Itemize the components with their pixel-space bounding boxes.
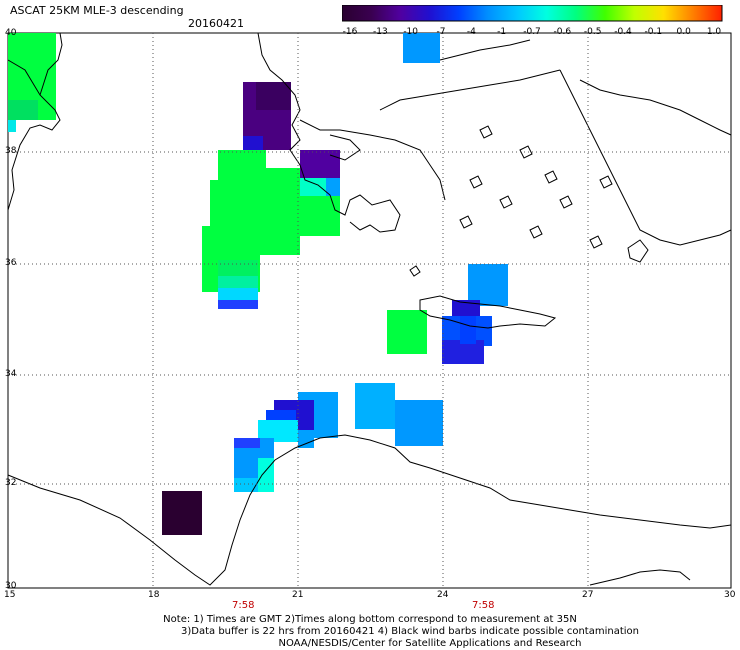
coastline xyxy=(7,32,732,586)
note-line-2: 3)Data buffer is 22 hrs from 20160421 4)… xyxy=(181,626,639,637)
legend-tick-label: -0.4 xyxy=(614,27,632,37)
color-legend: -16 -13 -10 -7 -4 -1 -0.7 -0.6 -0.5 -0.4 -0.1 0.0 1.… xyxy=(341,4,732,43)
note-line-1: Note: 1) Times are GMT 2)Times along bot… xyxy=(163,614,577,625)
legend-tick-label: 0.0 xyxy=(677,27,692,37)
legend-tick-label: -1 xyxy=(497,27,506,37)
lat-label-40: 40 xyxy=(5,28,17,38)
lon-label-24: 24 xyxy=(437,590,449,600)
legend-tick-label: -0.6 xyxy=(554,27,572,37)
lon-label-27: 27 xyxy=(582,590,594,600)
lat-label-30: 30 xyxy=(5,581,17,591)
legend-tick-label: -7 xyxy=(437,27,446,37)
legend-tick-label: -16 xyxy=(343,27,358,37)
note-line-3: NOAA/NESDIS/Center for Satellite Applica… xyxy=(278,638,582,649)
lon-label-15: 15 xyxy=(4,590,16,600)
legend-tick-label: -10 xyxy=(403,27,418,37)
lat-label-36: 36 xyxy=(5,258,17,268)
lat-label-34: 34 xyxy=(5,369,17,379)
legend-tick-label: -4 xyxy=(467,27,476,37)
lon-label-18: 18 xyxy=(148,590,160,600)
legend-tick-label: -13 xyxy=(373,27,388,37)
legend-tick-label: -0.1 xyxy=(645,27,663,37)
map-title: ASCAT 25KM MLE-3 descending xyxy=(10,4,184,17)
legend-bar: -16 -13 -10 -7 -4 -1 -0.7 -0.6 -0.5 -0.4 -0.1 0.0 1.… xyxy=(341,4,723,37)
lat-label-38: 38 xyxy=(5,146,17,156)
pass-time-west: 7:58 xyxy=(232,600,255,611)
graticule xyxy=(8,33,731,588)
legend-gradient xyxy=(341,4,723,22)
legend-tick-label: -0.5 xyxy=(584,27,602,37)
legend-tick-label: 1.0 xyxy=(707,27,722,37)
lon-label-30: 30 xyxy=(724,590,736,600)
lat-label-32: 32 xyxy=(5,478,17,488)
map-date: 20160421 xyxy=(188,17,244,30)
pass-time-east: 7:58 xyxy=(472,600,495,611)
wind-data-swaths xyxy=(8,33,508,535)
lon-label-21: 21 xyxy=(292,590,304,600)
legend-tick-label: -0.7 xyxy=(523,27,541,37)
